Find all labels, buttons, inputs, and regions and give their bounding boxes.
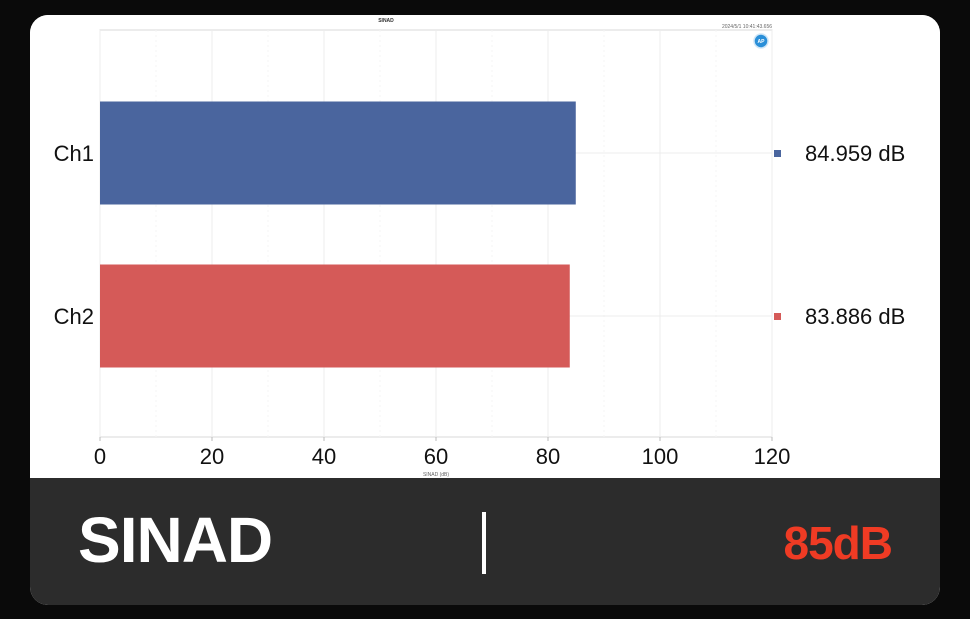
footer-title: SINAD <box>78 504 273 576</box>
value-label: 83.886 dB <box>805 304 905 329</box>
category-label: Ch2 <box>54 304 94 329</box>
footer-divider <box>482 512 486 574</box>
x-tick-label: 80 <box>536 444 560 469</box>
sinad-chart: Ch1 84.959 dB Ch2 83.886 dB 0 20 40 60 80 100 120 S… <box>54 18 906 478</box>
footer-value: 85dB <box>783 517 893 569</box>
footer-bar: SINAD 85dB <box>30 478 940 605</box>
x-tick-label: 100 <box>642 444 679 469</box>
x-tick-label: 20 <box>200 444 224 469</box>
ap-logo-icon <box>753 33 769 49</box>
chart-timestamp: 2024/5/1 10:41:43.656 <box>722 24 772 30</box>
chart-title: SINAD <box>378 18 394 24</box>
x-axis-label: SINAD (dB) <box>423 472 449 478</box>
x-tick-label: 120 <box>754 444 791 469</box>
x-tick-label: 60 <box>424 444 448 469</box>
x-tick-label: 40 <box>312 444 336 469</box>
x-tick-label: 0 <box>94 444 106 469</box>
bar-ch2 <box>100 264 570 368</box>
logo-glyph: AP <box>758 39 766 45</box>
card: Ch1 84.959 dB Ch2 83.886 dB 0 20 40 60 80 100 120 S… <box>30 15 940 605</box>
value-marker <box>774 150 781 157</box>
bar-ch1 <box>100 101 576 205</box>
chart-area: Ch1 84.959 dB Ch2 83.886 dB 0 20 40 60 80 100 120 S… <box>30 15 940 478</box>
value-label: 84.959 dB <box>805 141 905 166</box>
category-label: Ch1 <box>54 141 94 166</box>
value-marker <box>774 313 781 320</box>
